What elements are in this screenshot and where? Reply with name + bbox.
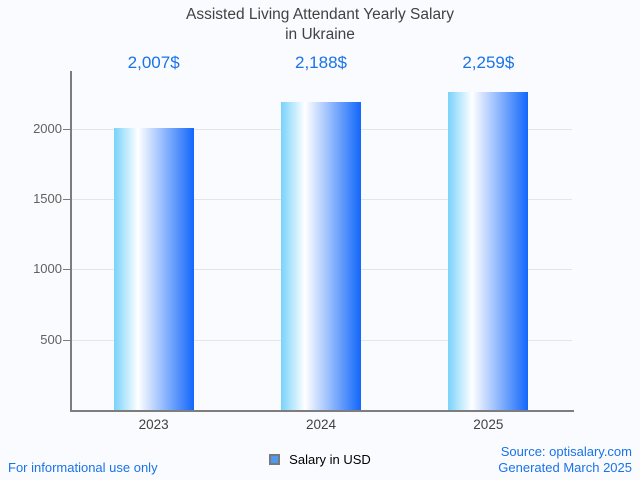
y-tick-label: 500	[40, 331, 62, 347]
x-tick-label: 2024	[305, 417, 337, 432]
y-axis-line	[70, 71, 72, 410]
source-info: Source: optisalary.com Generated March 2…	[498, 444, 632, 476]
generated-text: Generated March 2025	[498, 460, 632, 475]
x-axis-line	[70, 410, 574, 412]
bar-value-label: 2,007$	[127, 53, 180, 72]
source-text: Source: optisalary.com	[500, 444, 632, 459]
y-axis-tick	[63, 128, 70, 130]
y-axis-tick	[63, 269, 70, 271]
salary-bar	[113, 127, 194, 410]
chart-title: Assisted Living Attendant Yearly Salary …	[0, 5, 640, 45]
salary-bar	[281, 102, 361, 410]
bar-value-label: 2,188$	[295, 53, 347, 72]
salary-bar	[448, 92, 529, 410]
y-axis-tick	[63, 199, 70, 201]
bar-value-label: 2,259$	[462, 53, 515, 72]
legend: Salary in USD	[0, 452, 640, 467]
legend-label: Salary in USD	[289, 452, 371, 467]
y-tick-label: 2000	[33, 120, 62, 136]
legend-swatch-icon	[269, 454, 281, 465]
y-axis-tick	[63, 339, 70, 341]
disclaimer-text: For informational use only	[8, 460, 158, 475]
chart-title-line2: in Ukraine	[285, 26, 355, 43]
x-tick-label: 2023	[138, 417, 169, 432]
y-tick-label: 1500	[33, 191, 62, 207]
chart-title-line1: Assisted Living Attendant Yearly Salary	[186, 6, 454, 23]
y-tick-label: 1000	[33, 261, 62, 277]
x-tick-label: 2025	[473, 417, 504, 432]
